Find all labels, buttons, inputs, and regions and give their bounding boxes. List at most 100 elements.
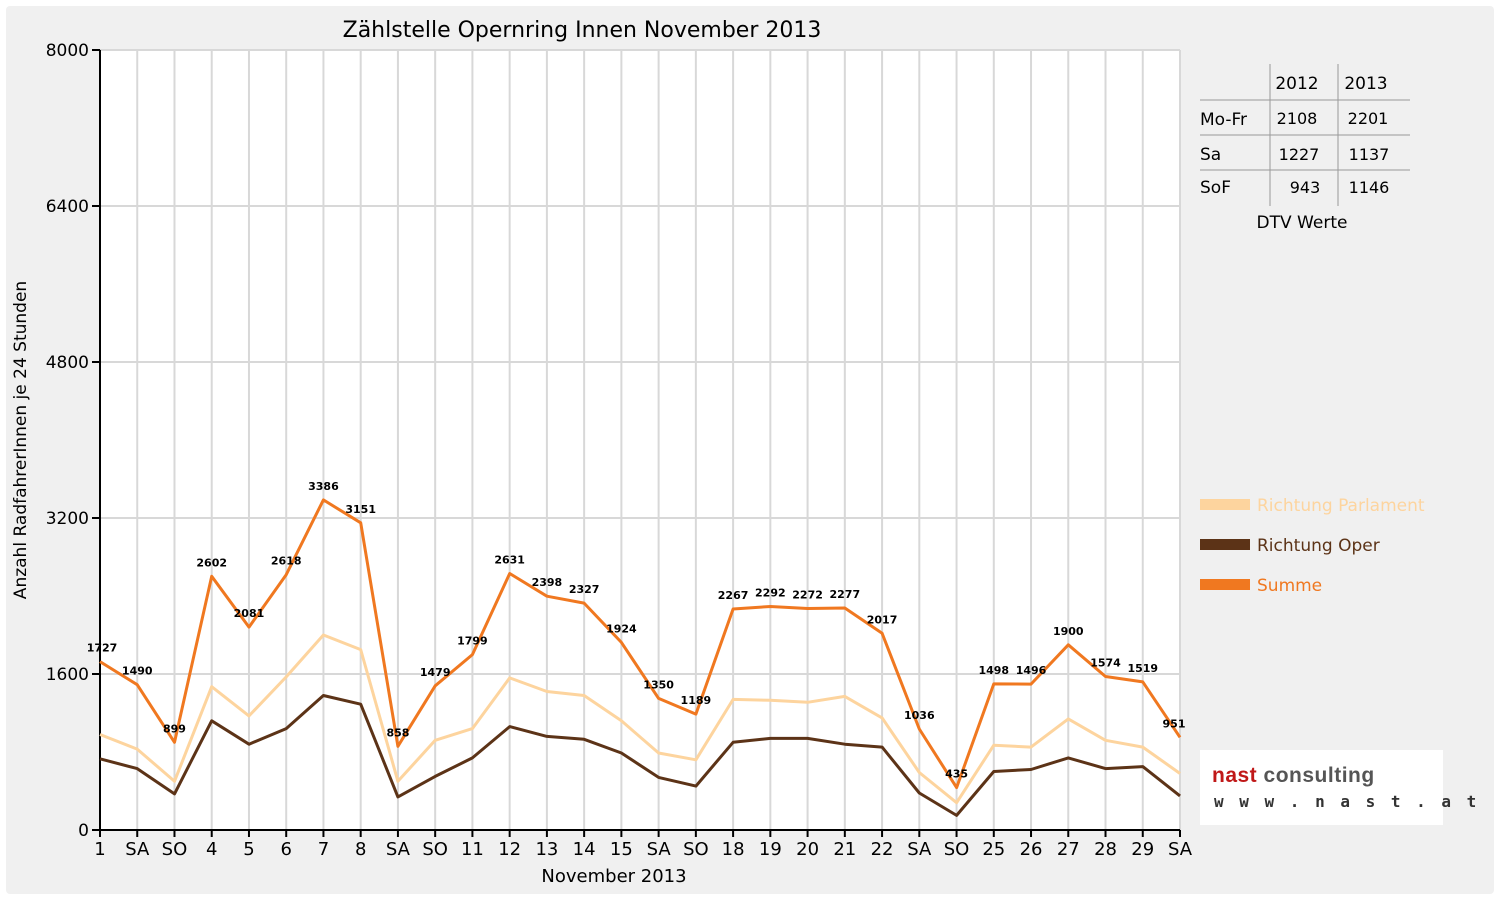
data-label: 1574	[1090, 657, 1121, 670]
dtv-value: 1146	[1349, 178, 1390, 197]
data-label: 1924	[606, 622, 637, 635]
y-tick-label: 4800	[46, 353, 89, 373]
dtv-value: 1137	[1349, 145, 1390, 164]
x-tick-label: 21	[833, 839, 856, 860]
x-tick-label: 5	[243, 839, 254, 860]
x-tick-label: 20	[796, 839, 819, 860]
y-axis-title: Anzahl RadfahrerInnen je 24 Stunden	[11, 281, 31, 599]
data-label: 2277	[830, 588, 861, 601]
legend-label: Richtung Parlament	[1257, 496, 1425, 516]
x-tick-label: SO	[422, 839, 448, 860]
dtv-year-2013: 2013	[1344, 74, 1387, 94]
legend-swatch	[1200, 499, 1250, 510]
data-label: 2631	[494, 553, 525, 566]
legend-swatch	[1200, 539, 1250, 550]
x-tick-label: 7	[318, 839, 329, 860]
data-label: 1727	[87, 642, 118, 655]
logo: nast consulting w w w . n a s t . a t	[1200, 750, 1476, 825]
data-label: 2292	[755, 587, 786, 600]
x-tick-label: SA	[125, 839, 150, 860]
dtv-caption: DTV Werte	[1257, 213, 1348, 233]
dtv-row-label: Sa	[1200, 145, 1221, 165]
grid	[100, 49, 1181, 830]
x-tick-label: 14	[573, 839, 596, 860]
data-label: 899	[163, 722, 186, 735]
dtv-value: 2201	[1348, 109, 1389, 128]
axes	[92, 49, 1181, 837]
dtv-row-label: Mo-Fr	[1200, 110, 1247, 130]
series-line-richtung-parlament	[99, 633, 1181, 805]
data-label: 2602	[196, 556, 227, 569]
x-tick-label: 18	[722, 839, 745, 860]
x-tick-label: 27	[1057, 839, 1080, 860]
data-label: 1900	[1053, 625, 1084, 638]
data-label: 2081	[234, 607, 265, 620]
data-label: 2017	[867, 613, 898, 626]
dtv-value: 2108	[1277, 109, 1318, 128]
data-label: 1189	[681, 694, 712, 707]
dtv-year-2012: 2012	[1275, 74, 1318, 94]
data-label: 1519	[1127, 662, 1158, 675]
logo-name: nast consulting	[1212, 764, 1375, 788]
y-tick-label: 1600	[46, 665, 89, 685]
legend: Richtung Parlament Richtung Oper Summe	[1200, 496, 1425, 596]
plot-area	[100, 50, 1180, 830]
x-tick-label: SO	[944, 839, 970, 860]
data-label: 1498	[978, 664, 1009, 677]
legend-swatch	[1200, 579, 1250, 590]
data-label: 435	[945, 768, 968, 781]
x-tick-label: 26	[1020, 839, 1043, 860]
x-tick-label: 22	[871, 839, 894, 860]
data-label: 951	[1163, 717, 1186, 730]
data-label: 2398	[532, 576, 563, 589]
x-tick-label: 4	[206, 839, 217, 860]
x-tick-label: 11	[461, 839, 484, 860]
chart-title: Zählstelle Opernring Innen November 2013	[343, 18, 822, 43]
data-label: 858	[386, 726, 409, 739]
x-tick-label: 8	[355, 839, 366, 860]
y-tick-label: 8000	[46, 41, 89, 61]
x-axis-title: November 2013	[541, 866, 686, 887]
x-tick-label: 1	[94, 839, 105, 860]
data-label: 1490	[122, 665, 153, 678]
legend-label: Richtung Oper	[1257, 536, 1380, 556]
data-label: 2267	[718, 589, 749, 602]
x-tick-label: 25	[982, 839, 1005, 860]
data-label: 3386	[308, 480, 339, 493]
tick-labels: 0 1600 3200 4800 6400 8000 1 SA SO 4 5 6 7 8 SA SO 11 12 1…	[46, 41, 1193, 860]
x-tick-label: 13	[535, 839, 558, 860]
dtv-table: 2012 2013 Mo-Fr 2108 2201 Sa 1227 1137 S…	[1200, 64, 1410, 233]
x-tick-label: SA	[647, 839, 672, 860]
x-tick-label: SO	[683, 839, 709, 860]
x-tick-label: SA	[907, 839, 932, 860]
series-line-richtung-oper	[99, 694, 1181, 817]
x-tick-label: 12	[498, 839, 521, 860]
series-line-summe	[99, 498, 1182, 790]
x-tick-label: 29	[1131, 839, 1154, 860]
x-tick-label: SO	[162, 839, 188, 860]
x-tick-label: 28	[1094, 839, 1117, 860]
logo-name-part2: consulting	[1263, 764, 1375, 787]
logo-name-part1: nast	[1212, 764, 1258, 787]
dtv-row-label: SoF	[1200, 178, 1231, 198]
data-label: 1350	[643, 678, 674, 691]
y-tick-label: 6400	[46, 197, 89, 217]
x-tick-label: 19	[759, 839, 782, 860]
x-tick-label: SA	[1168, 839, 1193, 860]
x-tick-label: 6	[280, 839, 291, 860]
data-label: 1036	[904, 709, 935, 722]
data-label: 3151	[345, 503, 376, 516]
data-labels: 1727 1490 899 2602 2081 2618 3386 3151 858 1479 17…	[87, 480, 1186, 781]
logo-url: w w w . n a s t . a t	[1214, 792, 1480, 811]
series-lines	[99, 498, 1182, 817]
data-label: 2327	[569, 583, 600, 596]
x-tick-label: 15	[610, 839, 633, 860]
data-label: 2618	[271, 555, 302, 568]
dtv-value: 943	[1290, 178, 1321, 197]
data-label: 1479	[420, 666, 451, 679]
data-label: 2272	[792, 588, 823, 601]
y-tick-label: 0	[78, 821, 89, 841]
legend-label: Summe	[1257, 576, 1322, 596]
dtv-value: 1227	[1279, 145, 1320, 164]
